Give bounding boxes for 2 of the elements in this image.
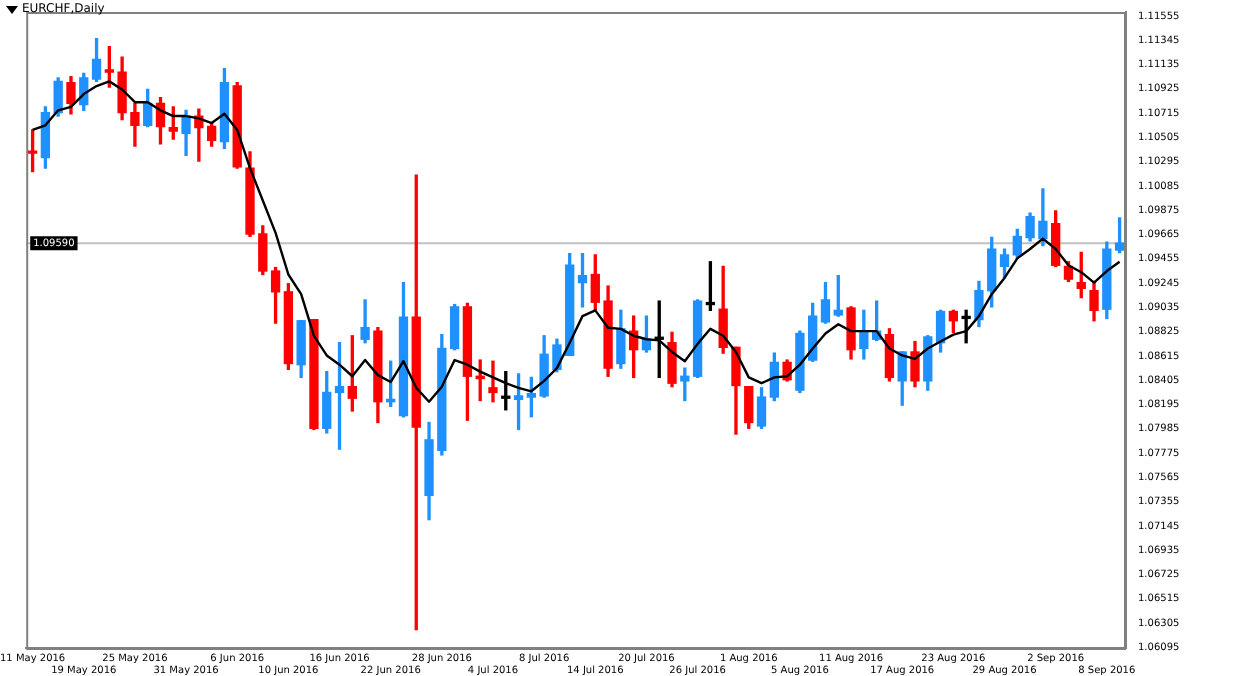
candlestick	[961, 309, 971, 344]
candlestick	[488, 360, 498, 403]
